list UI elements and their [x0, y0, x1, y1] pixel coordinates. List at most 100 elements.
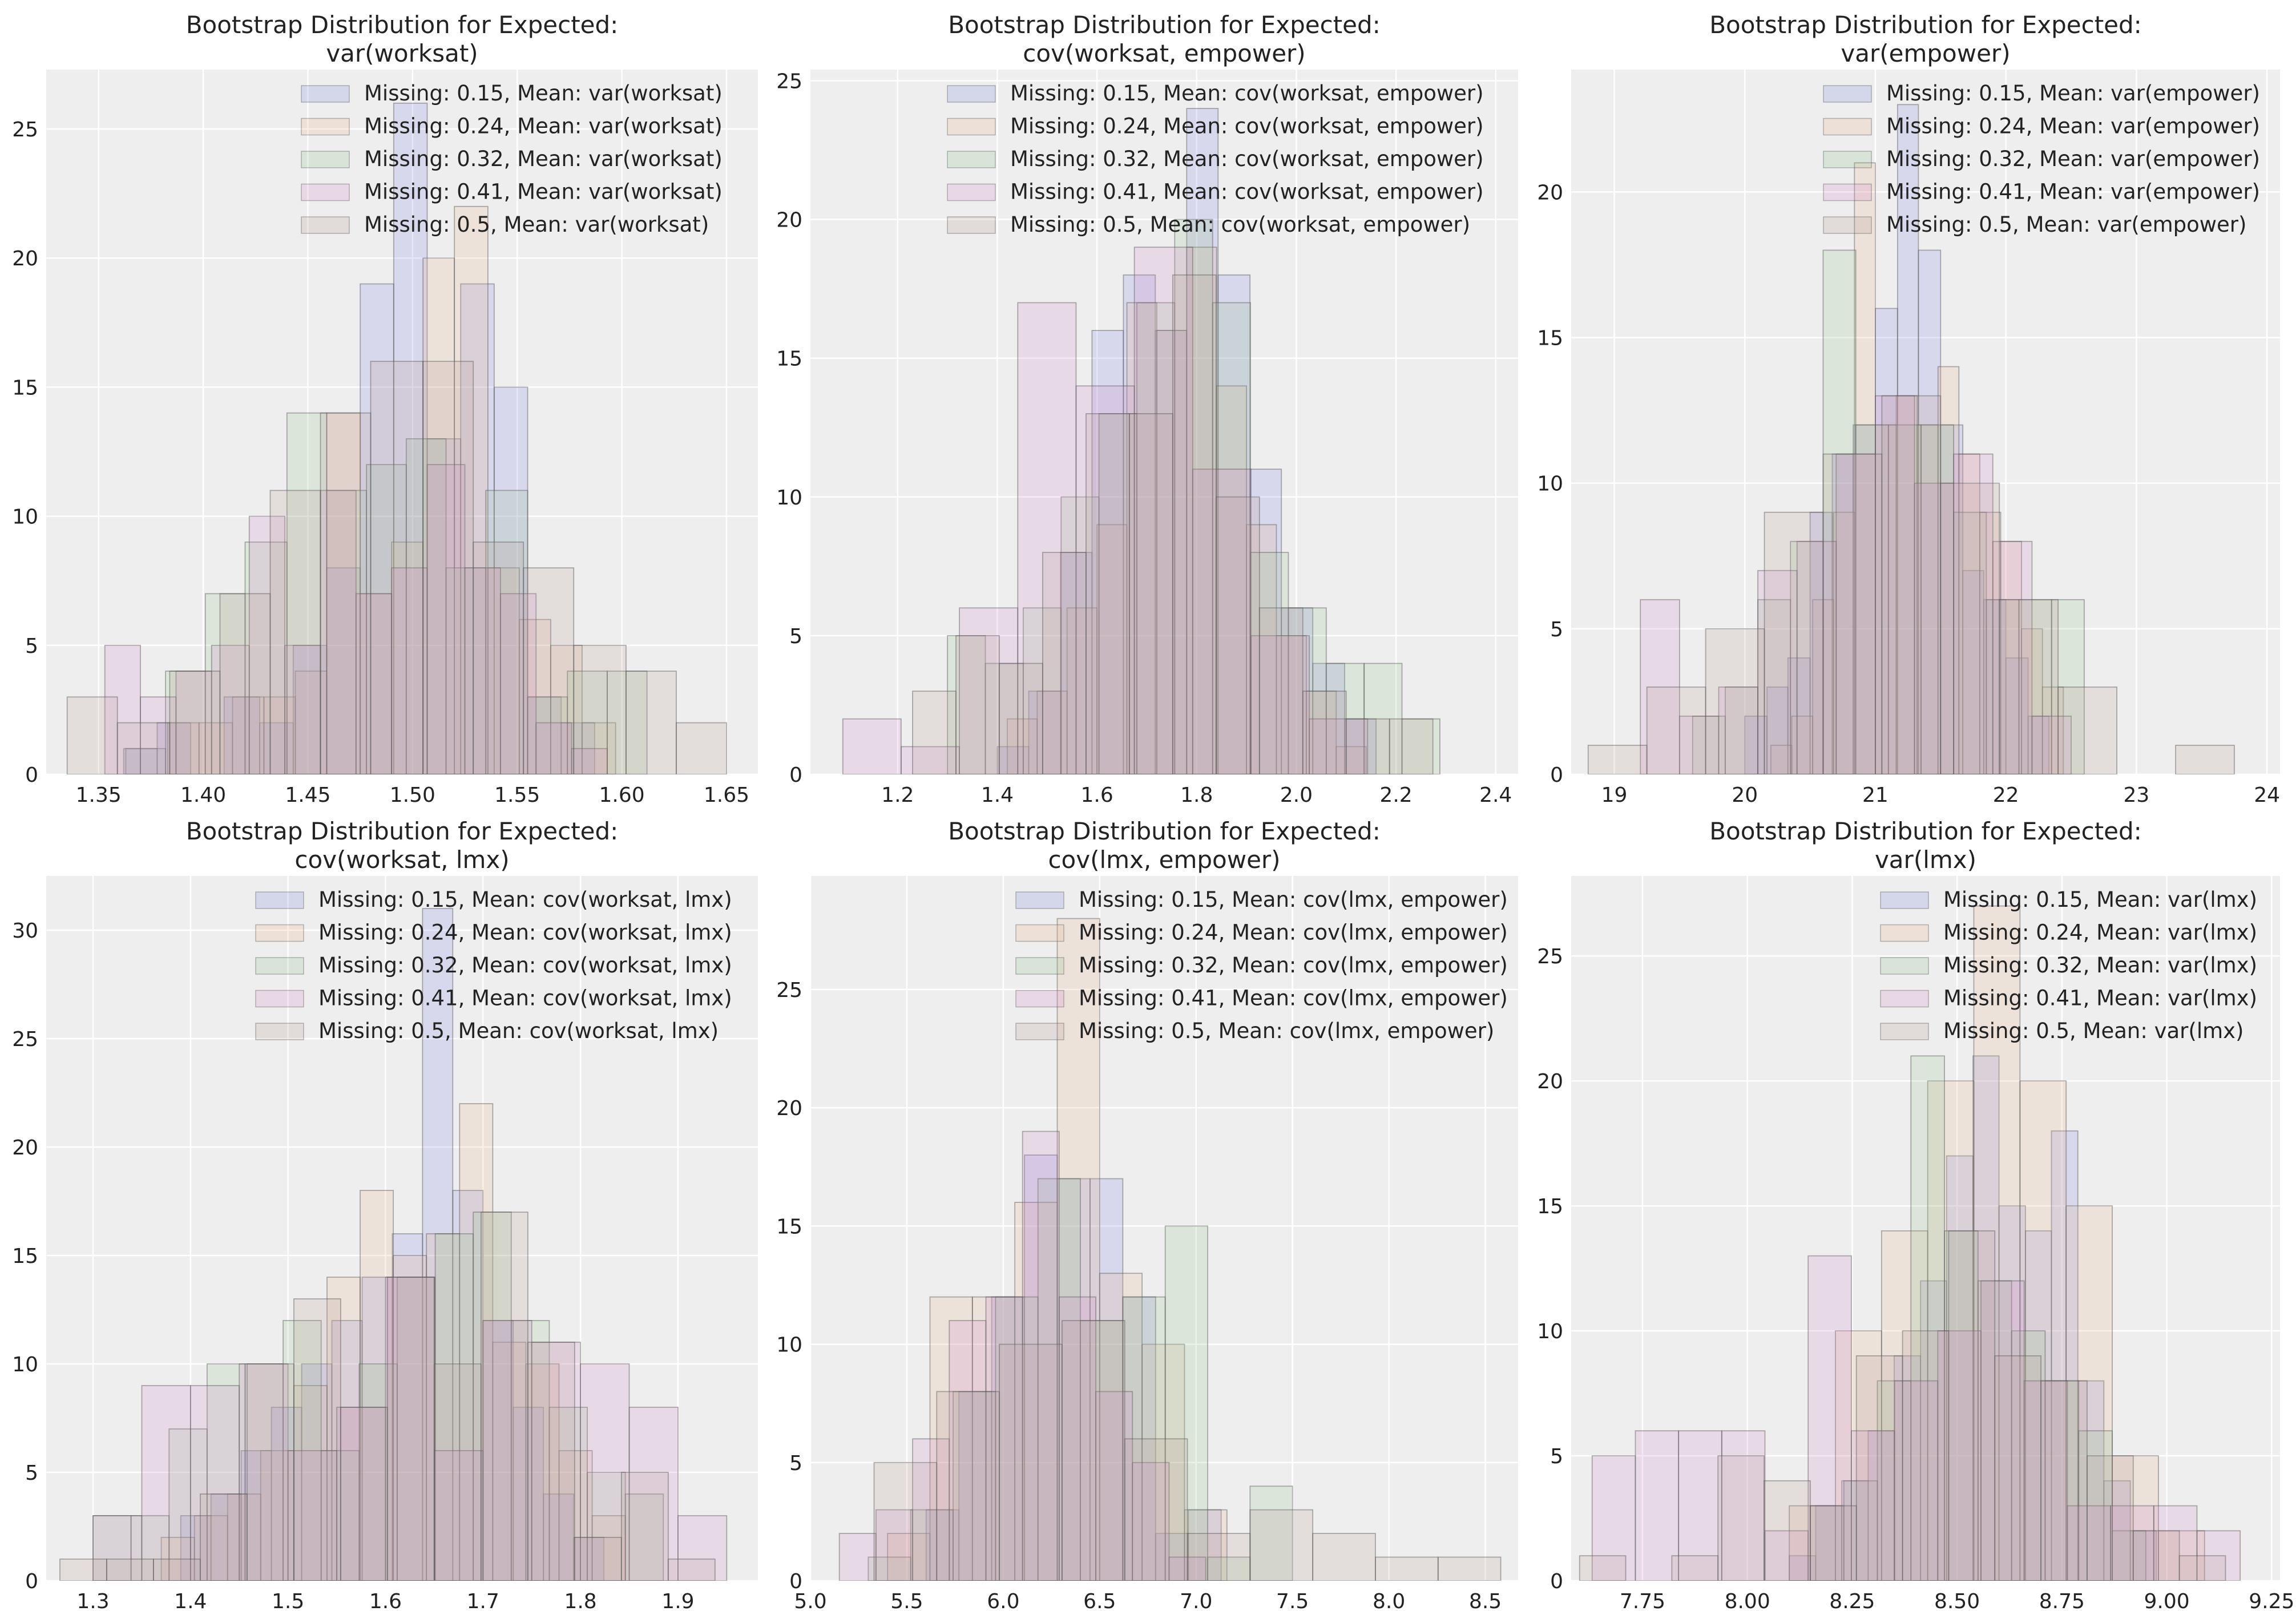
histogram-bar	[1325, 663, 1365, 774]
histogram-bar	[1075, 385, 1135, 774]
legend-label: Missing: 0.32, Mean: cov(worksat, lmx)	[318, 953, 732, 978]
histogram-bar	[1809, 1505, 1857, 1581]
histogram-bar	[523, 567, 575, 774]
histogram-bar	[1855, 424, 1889, 774]
y-tick-label: 5	[789, 1452, 802, 1475]
histogram-bar	[193, 1515, 228, 1581]
y-tick-label: 10	[776, 486, 802, 510]
legend-label: Missing: 0.41, Mean: cov(worksat, empowe…	[1010, 180, 1484, 204]
histogram-bar	[1126, 302, 1157, 774]
histogram-bar	[580, 1363, 630, 1581]
legend-label: Missing: 0.41, Mean: var(lmx)	[1943, 986, 2257, 1011]
histogram-bar	[248, 515, 286, 774]
histogram-bar	[971, 1296, 1016, 1581]
y-tick-label: 10	[776, 1334, 802, 1357]
histogram-bar	[1791, 716, 1814, 774]
y-tick-label: 0	[1550, 1570, 1563, 1593]
histogram-bar	[287, 1450, 337, 1581]
histogram-bar	[244, 541, 288, 774]
histogram-bar	[1896, 104, 1919, 774]
histogram-bar	[2018, 599, 2052, 774]
histogram-bar	[901, 746, 961, 774]
histogram-bar	[999, 1343, 1063, 1581]
histogram-bar	[326, 412, 361, 774]
x-tick-label: 1.4	[174, 1590, 207, 1611]
histogram-bar	[269, 490, 321, 774]
histogram-bar	[929, 1296, 973, 1581]
histogram-bar	[361, 1277, 393, 1581]
x-tick-label: 21	[1862, 784, 1889, 807]
histogram-bar	[2087, 1455, 2134, 1581]
histogram-bar	[912, 691, 957, 774]
histogram-bar	[2065, 1205, 2113, 1581]
legend-label: Missing: 0.41, Mean: var(empower)	[1886, 180, 2260, 204]
legend-swatch	[1880, 990, 1929, 1008]
legend-label: Missing: 0.15, Mean: var(worksat)	[364, 81, 723, 106]
histogram-bar	[527, 696, 568, 774]
histogram-bar	[331, 1320, 363, 1581]
x-tick-label: 1.65	[704, 784, 749, 807]
histogram-bar	[286, 412, 328, 774]
histogram-bar	[1998, 1205, 2026, 1581]
y-tick-label: 20	[776, 209, 802, 232]
histogram-bar	[1056, 1178, 1091, 1581]
histogram-bar	[104, 644, 141, 774]
histogram-bar	[1790, 540, 1824, 774]
histogram-bar	[513, 1407, 544, 1581]
legend-swatch	[1015, 1023, 1064, 1040]
histogram-bar	[1080, 1320, 1124, 1581]
histogram-bar	[867, 1556, 911, 1581]
chart-title: Bootstrap Distribution for Expected:	[1709, 11, 2142, 39]
legend-label: Missing: 0.32, Mean: var(empower)	[1886, 147, 2260, 171]
x-tick-label: 7.0	[1180, 1590, 1212, 1611]
y-tick-label: 10	[12, 1353, 38, 1376]
histogram-bar	[1918, 249, 1942, 774]
histogram-bar	[995, 1296, 1039, 1581]
histogram-bar	[527, 1342, 575, 1581]
histogram-bar	[156, 722, 191, 774]
legend: Missing: 0.15, Mean: cov(worksat, lmx) Mi…	[255, 887, 732, 1043]
x-tick-label: 7.5	[1276, 1590, 1309, 1611]
histogram-bar	[1155, 330, 1188, 774]
histogram-bar	[1090, 1178, 1124, 1581]
histogram-bar	[1122, 1296, 1156, 1581]
histogram-bar	[1640, 599, 1680, 774]
histogram-bar	[1855, 1355, 1903, 1581]
x-tick-label: 8.0	[1373, 1590, 1405, 1611]
histogram-bar	[293, 1385, 328, 1581]
histogram-bar	[1822, 453, 1883, 774]
x-tick-label: 1.4	[981, 784, 1014, 807]
histogram-bar	[1721, 1430, 1766, 1581]
histogram-bar	[1979, 511, 2002, 774]
histogram-bar	[1894, 1380, 1939, 1581]
histogram-bar	[499, 593, 537, 774]
histogram-bar	[1216, 385, 1247, 774]
y-tick-label: 20	[1537, 181, 1563, 204]
x-tick-label: 1.2	[881, 784, 914, 807]
bars-group	[1587, 104, 2235, 774]
histogram-bar	[1022, 607, 1062, 774]
histogram-bar	[1155, 1533, 1189, 1581]
histogram-bar	[422, 908, 454, 1581]
histogram-bar	[543, 1493, 575, 1581]
histogram-bar	[910, 1509, 954, 1581]
histogram-bar	[1136, 302, 1176, 774]
histogram-bar	[168, 1428, 208, 1581]
histogram-bar	[1437, 1556, 1502, 1581]
histogram-bar	[2112, 1530, 2146, 1581]
histogram-bar	[1060, 496, 1100, 774]
y-tick-label: 15	[12, 376, 38, 399]
histogram-bar	[1815, 1505, 1842, 1581]
legend-swatch	[1880, 924, 1929, 942]
histogram-bar	[2023, 1380, 2068, 1581]
legend-label: Missing: 0.15, Mean: var(lmx)	[1943, 887, 2257, 912]
histogram-bar	[1843, 1480, 1878, 1581]
histogram-bar	[130, 1515, 170, 1581]
legend-label: Missing: 0.32, Mean: cov(worksat, empowe…	[1010, 147, 1484, 171]
histogram-bar	[2110, 1505, 2154, 1581]
histogram-bar	[259, 722, 294, 774]
histogram-bar	[320, 412, 372, 774]
legend-label: Missing: 0.32, Mean: var(lmx)	[1943, 953, 2257, 978]
histogram-bar	[1875, 308, 1898, 774]
histogram-bar	[1893, 1355, 1922, 1581]
